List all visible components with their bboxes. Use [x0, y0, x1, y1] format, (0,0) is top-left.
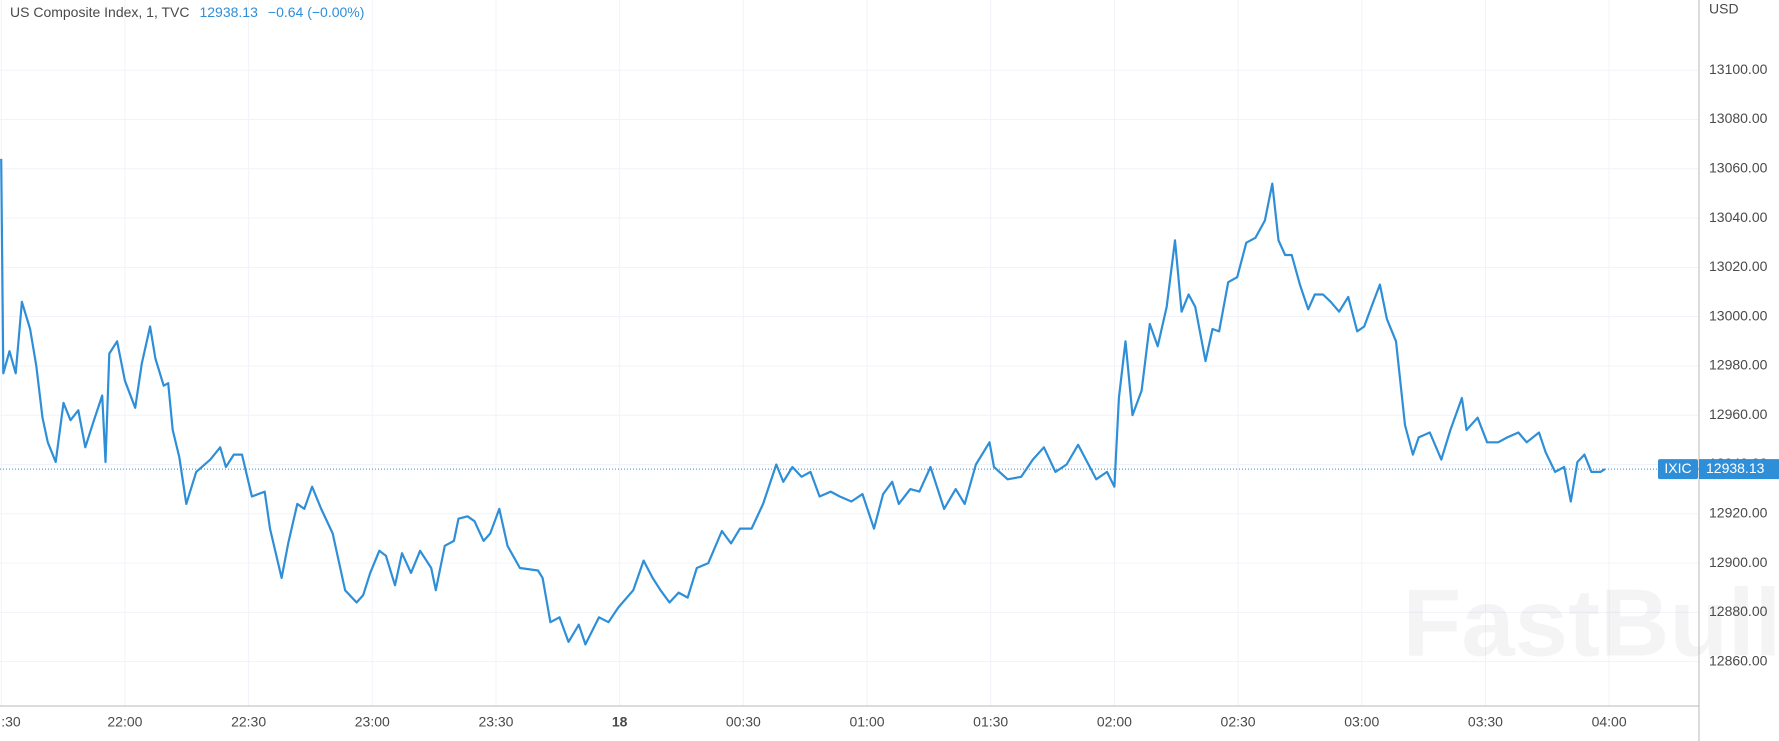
price-badge	[1699, 459, 1779, 480]
currency-label: USD	[1709, 1, 1739, 17]
x-tick-label: 01:00	[849, 714, 884, 730]
x-tick-label: 22:00	[107, 714, 142, 730]
header: US Composite Index, 1, TVC 12938.13 −0.64 …	[10, 4, 364, 20]
x-tick-label: 04:00	[1592, 714, 1627, 730]
symbol-label: IXIC	[1664, 460, 1691, 476]
x-tick-label: :30	[1, 714, 21, 730]
y-tick-label: 13060.00	[1709, 160, 1768, 176]
x-tick-label: 22:30	[231, 714, 266, 730]
x-tick-label: 23:00	[355, 714, 390, 730]
y-tick-label: 12960.00	[1709, 406, 1768, 422]
symbol-badge	[1658, 459, 1698, 480]
y-tick-label: 12900.00	[1709, 554, 1768, 570]
x-tick-label: 00:30	[726, 714, 761, 730]
price-line	[0, 158, 1606, 646]
x-tick-label: 02:30	[1221, 714, 1256, 730]
x-tick-label: 03:30	[1468, 714, 1503, 730]
chart-title: US Composite Index, 1, TVC	[10, 4, 189, 20]
x-tick-label: 18	[612, 714, 628, 730]
y-tick-label: 12860.00	[1709, 652, 1768, 668]
y-tick-label: 13000.00	[1709, 307, 1768, 323]
y-tick-label: 12880.00	[1709, 603, 1768, 619]
y-tick-label: 13100.00	[1709, 61, 1768, 77]
y-tick-label: 13080.00	[1709, 110, 1768, 126]
y-tick-label: 13040.00	[1709, 209, 1768, 225]
header-price: 12938.13	[199, 4, 258, 20]
x-tick-label: 01:30	[973, 714, 1008, 730]
price-label: 12938.13	[1706, 460, 1765, 476]
x-tick-label: 23:30	[478, 714, 513, 730]
header-change: −0.64 (−0.00%)	[268, 4, 365, 20]
y-tick-label: 12980.00	[1709, 357, 1768, 373]
x-tick-label: 02:00	[1097, 714, 1132, 730]
y-tick-label: 12920.00	[1709, 504, 1768, 520]
watermark: FastBull	[1403, 569, 1779, 676]
y-tick-label: 13020.00	[1709, 258, 1768, 274]
x-tick-label: 03:00	[1344, 714, 1379, 730]
